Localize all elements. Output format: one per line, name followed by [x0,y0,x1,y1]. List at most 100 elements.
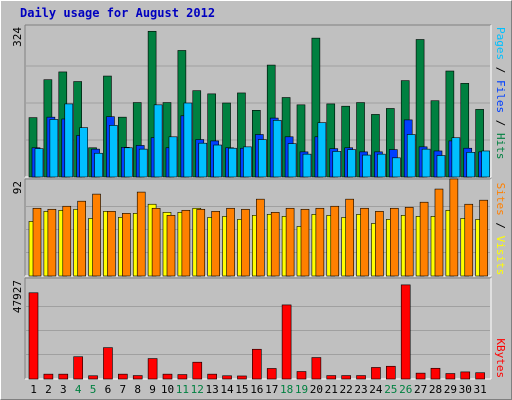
bar-pages-18 [287,143,297,178]
legend-separator: / [494,60,507,80]
bar-pages-14 [228,147,237,178]
bar-kbytes-7 [118,373,128,380]
x-tick-label-15: 15 [235,383,248,396]
legend-files: Files [494,80,507,113]
bar-kbytes-13 [207,373,217,380]
bar-pages-31 [481,150,490,178]
bar-sites-6 [107,211,116,277]
x-tick-label-14: 14 [220,383,234,396]
bar-sites-14 [226,207,235,277]
x-tick-label-7: 7 [120,383,127,396]
x-tick-label-22: 22 [340,383,353,396]
bar-sites-22 [345,198,354,277]
bar-sites-28 [434,188,444,277]
legend-visits: Visits [494,236,507,276]
bar-pages-22 [347,149,356,178]
bar-pages-1 [34,148,44,178]
bar-kbytes-12 [192,361,203,380]
bar-kbytes-19 [296,371,307,380]
bar-kbytes-2 [43,373,54,380]
bar-kbytes-6 [103,347,113,380]
bar-pages-12 [198,142,208,178]
panel-bottom-legend: KBytes [494,338,507,378]
bar-sites-9 [151,207,161,277]
bar-pages-29 [451,137,461,178]
x-tick-label-25: 25 [384,383,397,396]
bar-pages-24 [377,153,386,178]
bar-sites-13 [211,211,220,277]
x-tick-label-11: 11 [176,383,189,396]
bar-kbytes-17 [266,368,277,380]
bar-sites-1 [32,207,42,277]
bar-kbytes-14 [222,375,232,380]
x-tick-label-27: 27 [414,383,427,396]
x-tick-label-12: 12 [191,383,204,396]
bar-sites-11 [181,209,191,277]
x-tick-label-16: 16 [250,383,263,396]
bar-kbytes-4 [73,356,83,380]
bar-pages-13 [213,144,222,178]
bar-sites-31 [479,199,488,277]
bar-kbytes-3 [58,373,69,380]
x-tick-label-13: 13 [206,383,219,396]
bar-kbytes-31 [475,372,485,380]
x-tick-label-28: 28 [429,383,442,396]
x-tick-label-23: 23 [354,383,367,396]
bar-sites-27 [419,201,429,277]
bar-pages-27 [421,148,431,178]
bar-pages-21 [332,151,342,178]
panel-middle-ymax-label: 92 [11,181,24,194]
x-tick-label-31: 31 [474,383,487,396]
bar-sites-29 [449,178,459,277]
bar-kbytes-24 [371,367,381,380]
bar-pages-8 [138,148,148,178]
legend-separator: / [494,216,507,236]
bar-sites-4 [77,200,86,277]
bar-sites-20 [315,207,325,277]
bar-pages-9 [153,104,163,178]
x-tick-label-30: 30 [459,383,472,396]
bar-pages-5 [94,152,103,178]
x-tick-label-2: 2 [45,383,52,396]
x-tick-label-6: 6 [105,383,112,396]
bar-pages-28 [436,155,446,178]
bar-sites-25 [390,207,399,277]
bar-kbytes-21 [326,375,337,380]
bar-pages-6 [109,125,118,178]
x-tick-label-26: 26 [399,383,412,396]
bar-sites-19 [300,208,310,277]
bar-kbytes-27 [415,372,426,380]
bar-sites-24 [375,211,384,277]
legend-separator: / [494,113,507,133]
bar-sites-15 [241,208,250,277]
bar-kbytes-15 [237,375,247,380]
bar-pages-3 [64,103,74,178]
bar-pages-30 [466,152,476,178]
legend-sites: Sites [494,183,507,216]
bar-pages-11 [183,102,193,178]
bar-pages-26 [406,134,416,178]
x-tick-label-24: 24 [369,383,383,396]
bar-sites-16 [256,198,265,277]
chart-title: Daily usage for August 2012 [20,6,216,20]
bar-pages-10 [168,136,178,178]
x-tick-label-17: 17 [265,383,278,396]
x-tick-label-8: 8 [134,383,141,396]
panel-top-ymax-label: 324 [11,27,24,47]
x-tick-label-9: 9 [149,383,156,396]
bar-kbytes-16 [252,348,262,380]
panel-bottom-ymax-label: 47927 [11,280,24,313]
bar-pages-19 [302,153,312,178]
x-tick-label-4: 4 [75,383,82,396]
bar-sites-30 [464,203,474,277]
legend-pages: Pages [494,27,507,60]
bar-pages-23 [362,154,371,178]
bar-sites-17 [270,212,280,277]
bar-pages-17 [272,120,282,178]
x-tick-label-1: 1 [30,383,37,396]
bar-kbytes-25 [386,365,396,380]
x-tick-label-19: 19 [295,383,308,396]
bar-pages-25 [392,157,401,178]
bar-pages-7 [124,147,133,178]
